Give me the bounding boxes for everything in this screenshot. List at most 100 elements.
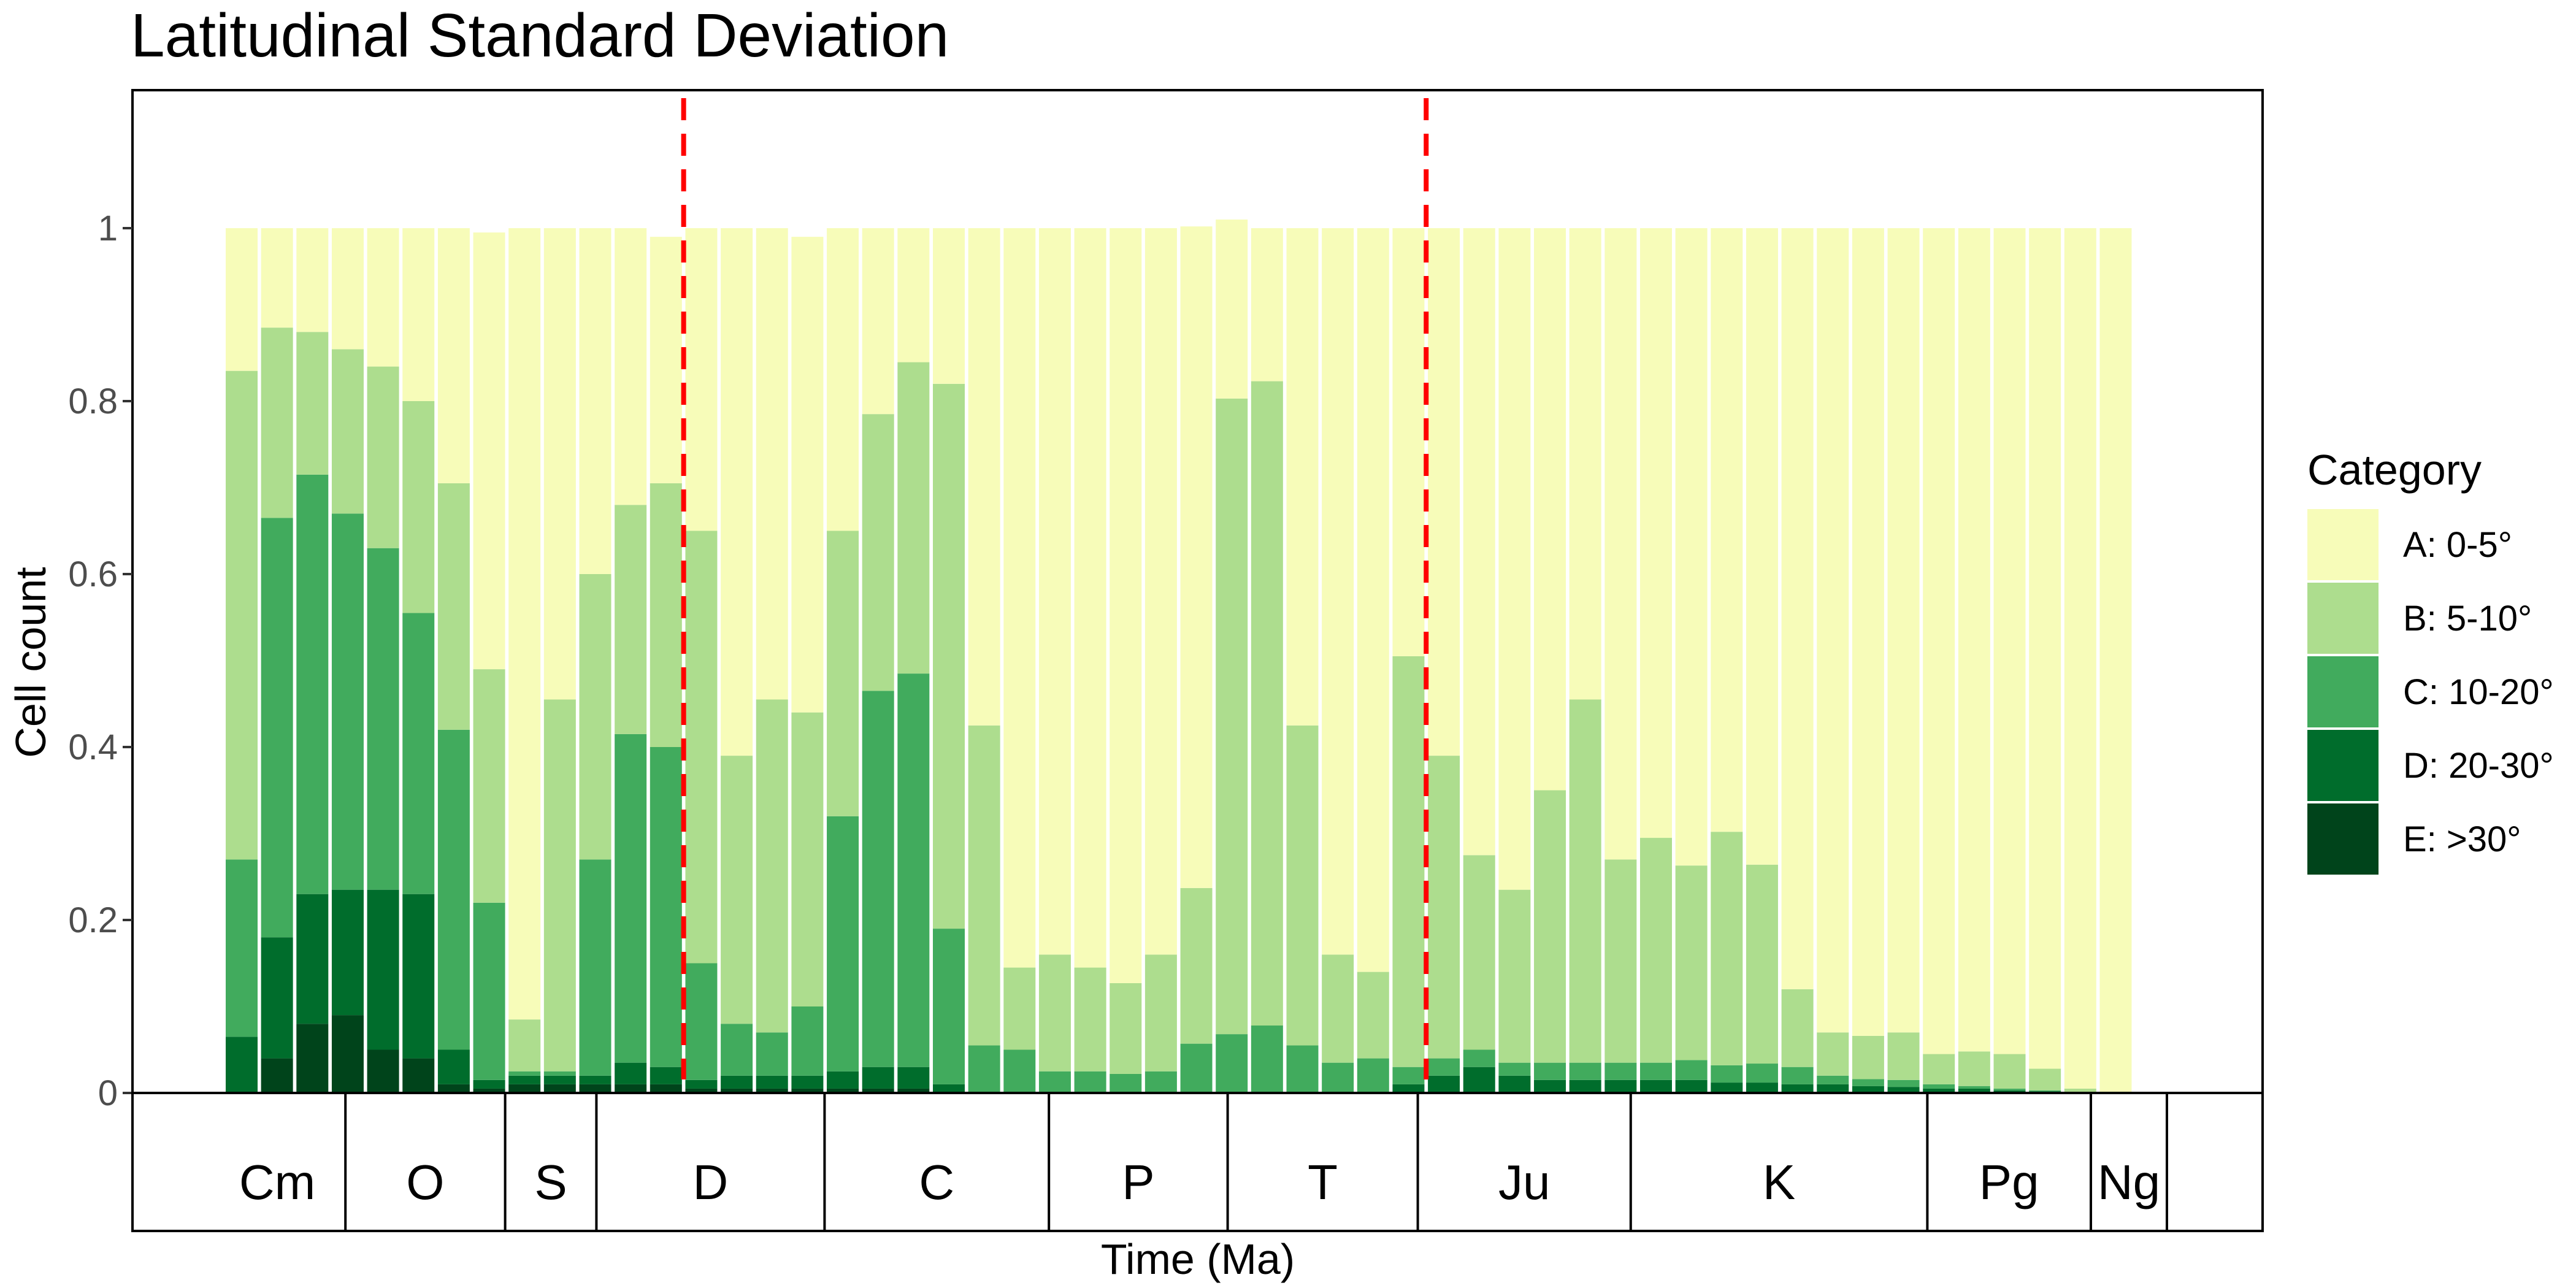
bar-segment [1003, 228, 1036, 968]
bar-segment [1781, 989, 1814, 1067]
bar-segment [261, 1058, 293, 1093]
bar-segment [1604, 1062, 1637, 1080]
bar-segment [1322, 954, 1354, 1063]
bar-segment [1958, 1086, 1990, 1089]
bar-segment [1498, 1075, 1531, 1093]
legend-key [2307, 803, 2379, 875]
bar-segment [1781, 1067, 1814, 1084]
bar-segment [579, 1084, 611, 1093]
bar-segment [1993, 1090, 2026, 1093]
bar-segment [756, 1075, 788, 1089]
bar-segment [2064, 1088, 2096, 1093]
period-label: O [406, 1155, 444, 1209]
bar-segment [791, 1088, 824, 1093]
bar-segment [1003, 967, 1036, 1050]
bar-segment [1640, 838, 1672, 1063]
bar-segment [1746, 864, 1778, 1064]
bar-segment [650, 483, 682, 747]
bar-segment [1640, 1079, 1672, 1093]
bar-segment [933, 383, 965, 929]
bar-segment [1428, 228, 1460, 756]
bar-segment [615, 505, 647, 734]
bar-segment [968, 1045, 1000, 1093]
bar-segment [827, 1071, 859, 1089]
bar-segment [897, 673, 930, 1067]
bar-segment [1852, 1035, 1884, 1079]
bar-segment [1852, 1086, 1884, 1093]
bar-segment [897, 362, 930, 674]
bar-segment [1958, 228, 1990, 1052]
bar-segment [2099, 228, 2132, 1093]
bar-segment [367, 1049, 399, 1093]
bar-segment [1675, 228, 1708, 866]
bar-segment [261, 328, 293, 518]
y-tick-label: 0.8 [68, 381, 118, 421]
bar-segment [1392, 1067, 1425, 1084]
legend-label: A: 0-5° [2403, 525, 2512, 565]
bar-segment [1746, 1083, 1778, 1093]
bar-segment [508, 1019, 541, 1071]
bar-segment [402, 613, 435, 894]
bar-segment [1711, 1065, 1743, 1083]
bar-segment [1781, 228, 1814, 989]
bar-segment [473, 1088, 505, 1093]
bar-segment [1781, 1084, 1814, 1093]
bar-segment [1569, 699, 1601, 1063]
bar-segment [685, 963, 718, 1080]
bar-segment [615, 228, 647, 505]
bar-segment [1993, 1054, 2026, 1089]
chart-title: Latitudinal Standard Deviation [131, 1, 949, 70]
bar-segment [1604, 228, 1637, 860]
bar-segment [437, 228, 470, 483]
bar-segment [897, 1088, 930, 1093]
bar-segment [402, 894, 435, 1059]
bar-segment [1144, 954, 1177, 1071]
bar-segment [1463, 855, 1495, 1050]
bar-segment [473, 1079, 505, 1089]
y-axis-title: Cell count [7, 567, 55, 757]
bar-segment [1498, 889, 1531, 1063]
bars [226, 219, 2132, 1093]
bar-segment [1852, 228, 1884, 1036]
bar-segment [615, 1084, 647, 1093]
legend-key [2307, 656, 2379, 727]
bar-segment [1003, 1049, 1036, 1093]
bar-segment [437, 483, 470, 730]
bar-segment [331, 228, 364, 350]
legend-key [2307, 583, 2379, 654]
bar-segment [1817, 1032, 1849, 1076]
bar-segment [1357, 972, 1389, 1059]
bar-segment [367, 366, 399, 548]
period-label: T [1308, 1155, 1338, 1209]
legend-label: D: 20-30° [2403, 746, 2554, 786]
bar-segment [615, 734, 647, 1063]
bar-segment [1887, 1079, 1920, 1087]
bar-segment [1640, 228, 1672, 838]
bar-segment [685, 531, 718, 964]
bar-segment [1817, 1084, 1849, 1093]
legend-title: Category [2307, 446, 2482, 494]
bar-segment [1463, 228, 1495, 856]
bar-segment [1110, 1073, 1142, 1093]
y-axis: 0 0.2 0.4 0.6 0.8 1 [68, 209, 132, 1113]
bar-segment [1463, 1067, 1495, 1093]
bar-segment [1322, 228, 1354, 955]
bar-segment [1074, 967, 1106, 1071]
bar-segment [650, 237, 682, 483]
bar-segment [968, 228, 1000, 726]
bar-segment [1357, 228, 1389, 972]
bar-segment [226, 1037, 258, 1093]
period-label: Ng [2098, 1155, 2160, 1209]
bar-segment [473, 669, 505, 903]
bar-segment [827, 228, 859, 531]
y-tick-label: 1 [98, 209, 118, 248]
bar-segment [1711, 228, 1743, 832]
period-scale-frame [131, 1092, 2264, 1232]
bar-segment [473, 232, 505, 670]
legend-key [2307, 509, 2379, 580]
bar-segment [473, 902, 505, 1080]
bar-segment [543, 1075, 576, 1084]
bar-segment [791, 1006, 824, 1076]
bar-segment [543, 1084, 576, 1093]
